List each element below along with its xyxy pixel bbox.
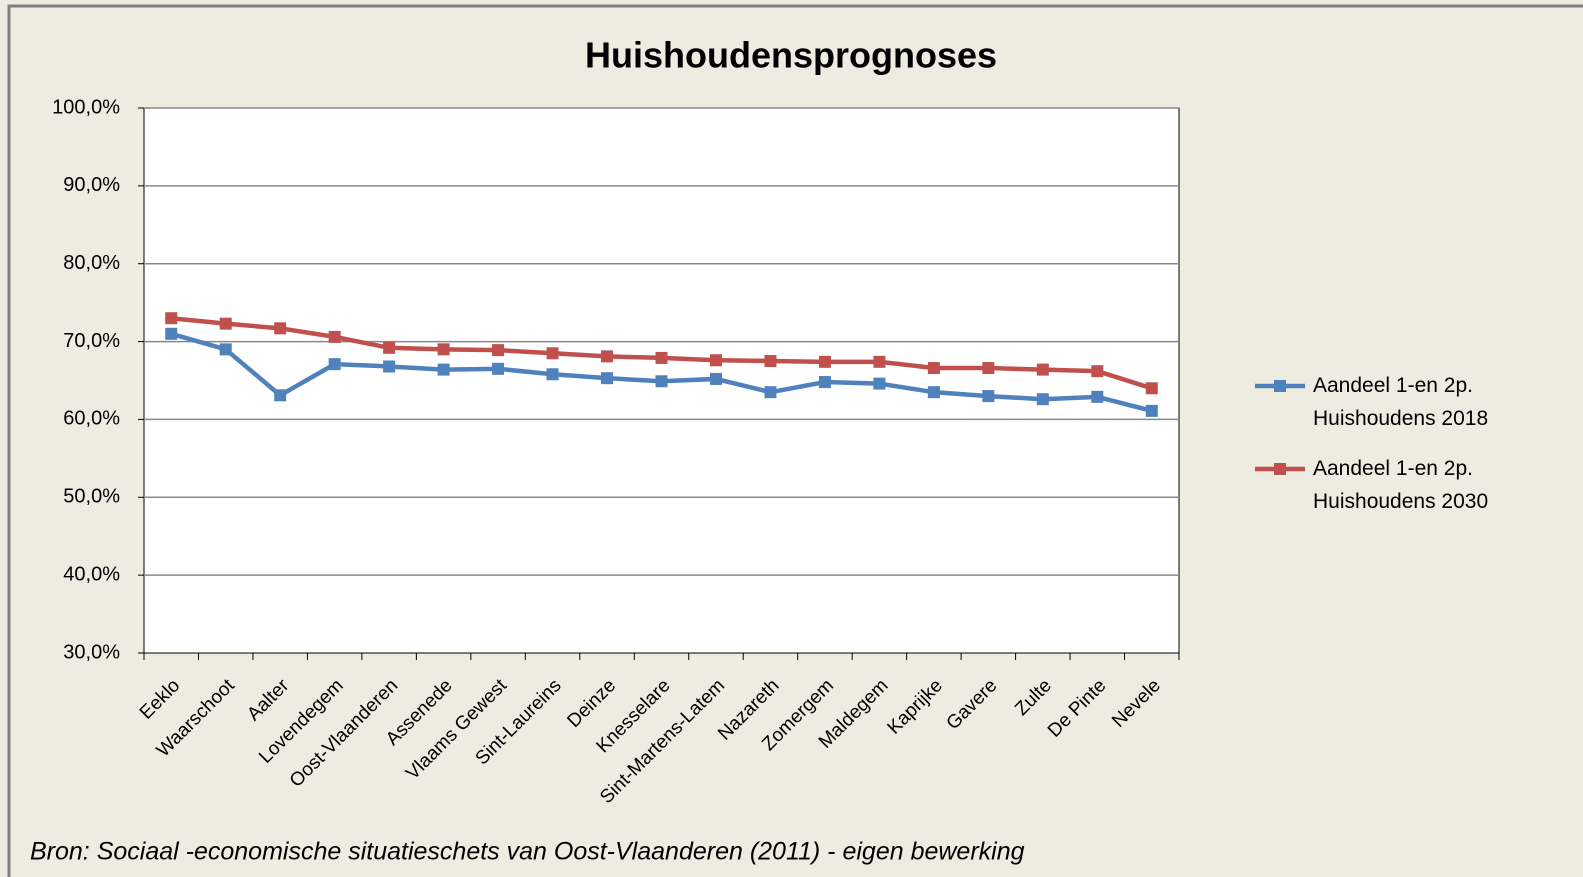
marker <box>709 372 722 385</box>
marker <box>383 341 396 354</box>
marker <box>546 347 559 360</box>
marker <box>873 377 886 390</box>
marker <box>655 351 668 364</box>
marker <box>655 375 668 388</box>
marker <box>873 355 886 368</box>
y-tick-label: 90,0% <box>63 174 120 196</box>
marker <box>274 322 287 335</box>
marker <box>709 354 722 367</box>
marker <box>492 362 505 375</box>
marker <box>601 350 614 363</box>
marker <box>764 355 777 368</box>
y-tick-label: 30,0% <box>63 641 120 663</box>
marker <box>1145 404 1158 417</box>
legend-label: Aandeel 1-en 2p. Huishoudens 2018 <box>1313 374 1489 430</box>
x-tick-label: Aalter <box>243 675 293 725</box>
marker <box>982 362 995 375</box>
y-tick-label: 60,0% <box>63 408 120 430</box>
marker <box>437 343 450 356</box>
y-tick-label: 100,0% <box>52 96 120 118</box>
marker <box>1091 365 1104 378</box>
marker <box>601 372 614 385</box>
marker <box>274 389 287 402</box>
frame <box>7 4 1583 877</box>
marker <box>219 317 232 330</box>
marker <box>927 386 940 399</box>
source-note: Bron: Sociaal -economische situatieschet… <box>30 838 1025 866</box>
x-tick-label: Eeklo <box>136 675 184 723</box>
x-tick-label: Zulte <box>1011 675 1056 720</box>
marker <box>1091 390 1104 403</box>
marker <box>328 330 341 343</box>
marker <box>165 327 178 340</box>
marker <box>328 358 341 371</box>
y-tick-label: 40,0% <box>63 563 120 585</box>
marker <box>1036 363 1049 376</box>
marker <box>818 376 831 389</box>
x-tick-label: De Pinte <box>1044 675 1110 741</box>
y-tick-label: 50,0% <box>63 486 120 508</box>
marker <box>165 312 178 325</box>
marker <box>1145 382 1158 395</box>
marker <box>437 363 450 376</box>
marker <box>1036 393 1049 406</box>
legend-marker <box>1274 380 1286 392</box>
marker <box>764 386 777 399</box>
x-tick-label: Kaprijke <box>884 675 947 738</box>
marker <box>383 360 396 373</box>
marker <box>219 343 232 356</box>
x-tick-label: Gavere <box>943 675 1002 734</box>
chart-title: Huishoudensprognoses <box>585 35 997 76</box>
legend-label: Aandeel 1-en 2p. Huishoudens 2030 <box>1313 457 1489 513</box>
marker <box>546 368 559 381</box>
y-tick-label: 70,0% <box>63 330 120 352</box>
marker <box>818 355 831 368</box>
marker <box>927 362 940 375</box>
marker <box>492 344 505 357</box>
marker <box>982 390 995 403</box>
x-tick-label: Nevele <box>1108 675 1165 732</box>
y-tick-label: 80,0% <box>63 252 120 274</box>
legend-marker <box>1274 463 1286 475</box>
